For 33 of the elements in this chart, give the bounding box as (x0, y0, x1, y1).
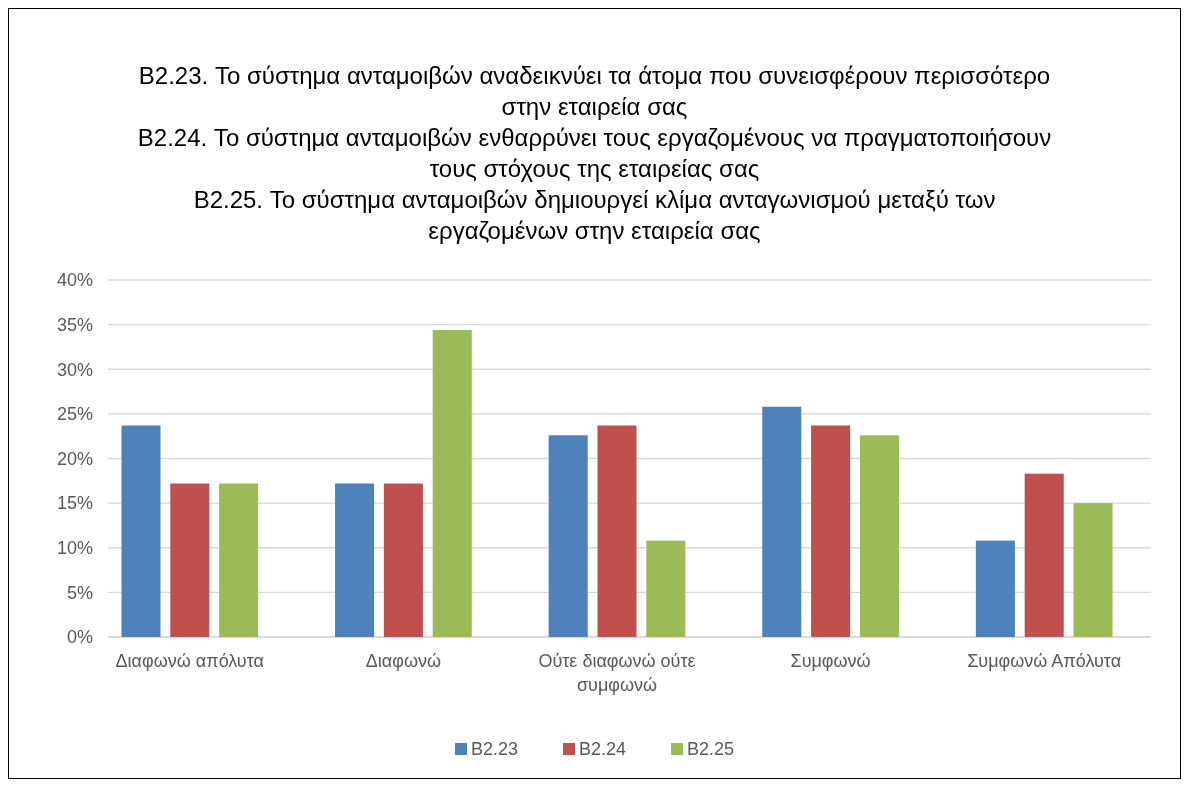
y-tick-label: 20% (56, 448, 93, 469)
bar (811, 425, 851, 637)
y-tick-label: 10% (56, 538, 93, 559)
y-tick-label: 35% (56, 314, 93, 335)
legend-label: B2.23 (471, 739, 519, 760)
bar (1073, 503, 1113, 637)
bar (975, 540, 1015, 637)
x-tick-label: Συμφωνώ Απόλυτα (967, 651, 1122, 671)
bar (121, 425, 161, 637)
bar (762, 406, 802, 637)
y-tick-label: 15% (56, 493, 93, 514)
y-tick-label: 40% (56, 270, 93, 291)
bar (859, 435, 899, 637)
legend-label: B2.25 (687, 739, 735, 760)
bar (597, 425, 637, 637)
y-tick-label: 30% (56, 359, 93, 380)
legend-label: B2.24 (579, 739, 627, 760)
bar (548, 435, 588, 637)
bar (219, 483, 259, 637)
y-tick-label: 0% (66, 627, 93, 648)
bar (432, 329, 472, 637)
y-tick-label: 25% (56, 404, 93, 425)
x-tick-label: Συμφωνώ (790, 651, 871, 671)
chart-title: B2.23. Το σύστημα ανταμοιβών αναδεικνύει τα άτομα που συνεισφέρουν περισσότερο στην εταιρεία σας B2.24. Το σύστημα ανταμοιβών ενθαρρύνει τους εργαζομένους να πραγματοποιήσουν τους στόχους της εταιρείας σας B2.25. Το σύστημα ανταμοιβών δημιουργεί κλίμα ανταγωνισμού μεταξύ των εργαζομένων στην εταιρεία σας (137, 62, 1052, 244)
x-tick-label: Διαφωνώ (365, 651, 442, 671)
bar (170, 483, 210, 637)
x-tick-label: Ούτε διαφωνώ ούτε συμφωνώ (538, 651, 696, 695)
bar (1024, 473, 1064, 637)
bar (335, 483, 375, 637)
bar (383, 483, 423, 637)
y-tick-label: 5% (66, 582, 93, 603)
bar (646, 540, 686, 637)
x-tick-label: Διαφωνώ απόλυτα (115, 651, 264, 671)
